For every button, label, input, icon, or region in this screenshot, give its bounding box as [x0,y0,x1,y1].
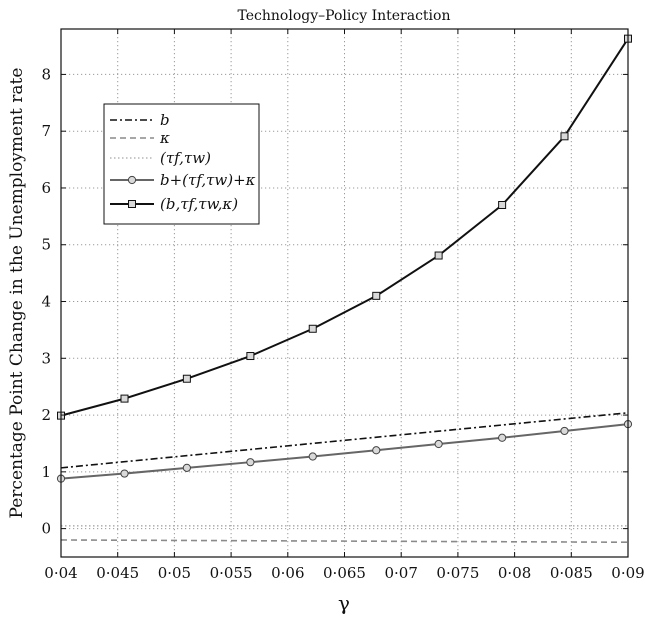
y-tick-label: 4 [41,293,51,311]
axis-ticks: 0·04 0·045 0·05 0·055 0·06 0·065 0·07 0·075 0·08… [41,29,645,582]
series-line-0 [60,411,629,469]
data-point-circle [372,446,381,455]
x-tick-label: 0·055 [210,564,253,582]
y-axis-label: Percentage Point Change in the Unemploym… [7,68,27,519]
legend-label-joint: (b,τf,τw,κ) [160,195,238,213]
data-point-square [498,201,507,209]
series-line-1 [60,539,629,544]
y-tick-label: 1 [41,463,51,481]
y-tick-label: 5 [41,236,51,254]
legend: b κ (τf,τw) b+(τf,τw)+κ (b,τf,τw,κ) [103,103,260,225]
data-point-square [120,394,129,403]
y-tick-label: 0 [41,520,51,538]
legend-label-b: b [160,111,170,129]
data-point-circle [560,426,569,436]
data-point-square [182,374,191,383]
data-point-circle [120,469,129,478]
x-tick-label: 0·09 [611,564,644,582]
data-point-square [308,324,317,333]
data-point-square [434,251,443,260]
data-point-square [372,291,381,300]
data-point-circle [182,463,191,472]
x-tick-label: 0·05 [158,564,191,582]
y-tick-label: 2 [41,406,51,424]
data-point-square [560,132,569,141]
x-tick-label: 0·06 [271,564,304,582]
y-tick-label: 3 [41,349,51,367]
y-tick-label: 8 [41,65,51,83]
x-tick-label: 0·04 [44,564,77,582]
x-tick-label: 0·07 [384,564,417,582]
data-point-circle [246,458,255,467]
x-tick-label: 0·085 [550,564,593,582]
x-tick-label: 0·08 [498,564,531,582]
data-point-square [246,352,255,361]
legend-label-tau: (τf,τw) [160,149,211,167]
legend-marker-circle [127,175,137,185]
series-line-4 [60,38,629,417]
x-tick-label: 0·075 [436,564,479,582]
chart-title: Technology–Policy Interaction [238,8,451,24]
x-tick-label: 0·045 [96,564,139,582]
data-point-circle [434,439,443,449]
y-tick-label: 7 [41,122,51,140]
legend-label-sum: b+(τf,τw)+κ [160,171,256,189]
x-axis-label: γ [338,591,350,615]
series-group [56,34,633,544]
data-point-circle [308,452,317,461]
data-point-circle [498,433,507,442]
y-tick-label: 6 [41,179,51,197]
series-line-3 [60,423,629,480]
x-tick-label: 0·065 [323,564,366,582]
legend-label-kappa: κ [159,129,170,147]
legend-marker-square [128,200,136,208]
